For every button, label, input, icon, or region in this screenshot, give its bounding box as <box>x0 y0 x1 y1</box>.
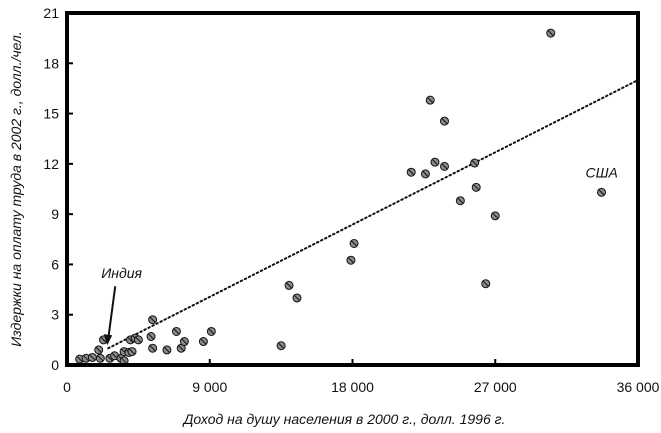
data-point-hatch <box>422 171 429 177</box>
data-point-hatch <box>149 316 156 323</box>
data-point-hatch <box>286 282 292 289</box>
data-point-hatch <box>129 348 135 355</box>
y-axis-title: Издержки на оплату труда в 2002 г., долл… <box>8 31 24 346</box>
data-point-hatch <box>457 197 464 204</box>
data-point <box>439 116 449 126</box>
data-point <box>292 293 302 303</box>
data-point-hatch <box>181 338 188 345</box>
x-tick-label: 36 000 <box>617 379 660 395</box>
data-point-hatch <box>432 159 438 166</box>
x-tick-label: 18 000 <box>331 379 374 395</box>
y-tick-label: 3 <box>51 307 59 323</box>
y-tick-label: 9 <box>51 206 59 222</box>
data-point-hatch <box>89 354 96 361</box>
data-point <box>87 352 97 362</box>
data-point <box>346 255 356 265</box>
trendline <box>107 79 639 350</box>
x-tick-label: 27 000 <box>474 379 517 395</box>
data-point-hatch <box>106 355 113 362</box>
data-point-hatch <box>149 345 156 352</box>
data-point-hatch <box>111 352 118 359</box>
data-point-hatch <box>164 347 170 353</box>
data-point <box>133 335 143 345</box>
plot-frame <box>65 11 640 367</box>
data-point <box>198 337 208 347</box>
annotation-usa: США <box>586 164 618 180</box>
data-point <box>148 315 158 325</box>
data-point <box>406 167 416 177</box>
data-point <box>276 341 286 351</box>
data-point-hatch <box>148 333 154 340</box>
data-point-hatch <box>278 342 284 349</box>
data-point-hatch <box>492 212 499 219</box>
x-tick-label: 0 <box>63 379 71 395</box>
data-point-hatch <box>473 184 480 191</box>
data-point <box>490 211 500 221</box>
data-point <box>470 158 480 168</box>
data-point <box>179 337 189 347</box>
data-point <box>176 343 186 353</box>
data-point <box>481 279 491 289</box>
data-point-hatch <box>121 357 127 364</box>
data-point <box>430 157 440 167</box>
data-point <box>597 187 607 197</box>
data-point-hatch <box>294 295 300 301</box>
data-point-hatch <box>208 328 215 335</box>
data-point-hatch <box>598 189 605 196</box>
data-point-hatch <box>351 240 357 247</box>
y-tick-label: 12 <box>43 156 59 172</box>
data-point <box>455 196 465 206</box>
data-point-hatch <box>200 338 207 345</box>
data-point <box>148 343 158 353</box>
data-point-hatch <box>76 356 83 362</box>
y-tick-label: 15 <box>43 106 59 122</box>
data-point <box>471 182 481 192</box>
data-point-hatch <box>135 337 142 343</box>
y-tick-label: 18 <box>43 55 59 71</box>
data-point-hatch <box>173 328 180 335</box>
india-arrow <box>103 286 117 346</box>
data-point <box>171 326 181 336</box>
data-point-hatch <box>408 169 415 176</box>
x-tick-label: 9 000 <box>192 379 227 395</box>
data-point-hatch <box>95 347 102 353</box>
y-tick-label: 0 <box>51 357 59 373</box>
india-arrow-shaft <box>107 286 117 338</box>
data-point <box>546 28 556 38</box>
data-point <box>284 280 294 290</box>
data-point <box>95 353 105 363</box>
data-point <box>127 347 137 357</box>
data-point-hatch <box>482 280 489 287</box>
data-point-hatch <box>83 355 89 362</box>
data-point <box>94 345 104 355</box>
data-point <box>349 238 359 248</box>
y-tick-label: 21 <box>43 5 59 21</box>
data-point-hatch <box>348 257 354 264</box>
data-point-hatch <box>178 345 185 352</box>
annotation-india: Индия <box>101 265 142 281</box>
data-point-hatch <box>127 337 134 343</box>
data-point-hatch <box>427 97 434 104</box>
data-point <box>439 161 449 171</box>
y-tick-label: 6 <box>51 256 59 272</box>
data-point-hatch <box>441 118 448 124</box>
data-point-hatch <box>100 337 107 343</box>
data-point-hatch <box>471 160 478 166</box>
data-point <box>162 345 172 355</box>
data-point <box>425 95 435 105</box>
data-point-hatch <box>547 30 554 36</box>
x-axis-title: Доход на душу населения в 2000 г., долл.… <box>182 411 506 427</box>
data-point <box>206 326 216 336</box>
data-point-hatch <box>441 163 448 170</box>
india-arrow-head <box>103 334 113 346</box>
data-point <box>420 169 430 179</box>
data-point-hatch <box>97 355 104 362</box>
data-point <box>146 332 156 342</box>
